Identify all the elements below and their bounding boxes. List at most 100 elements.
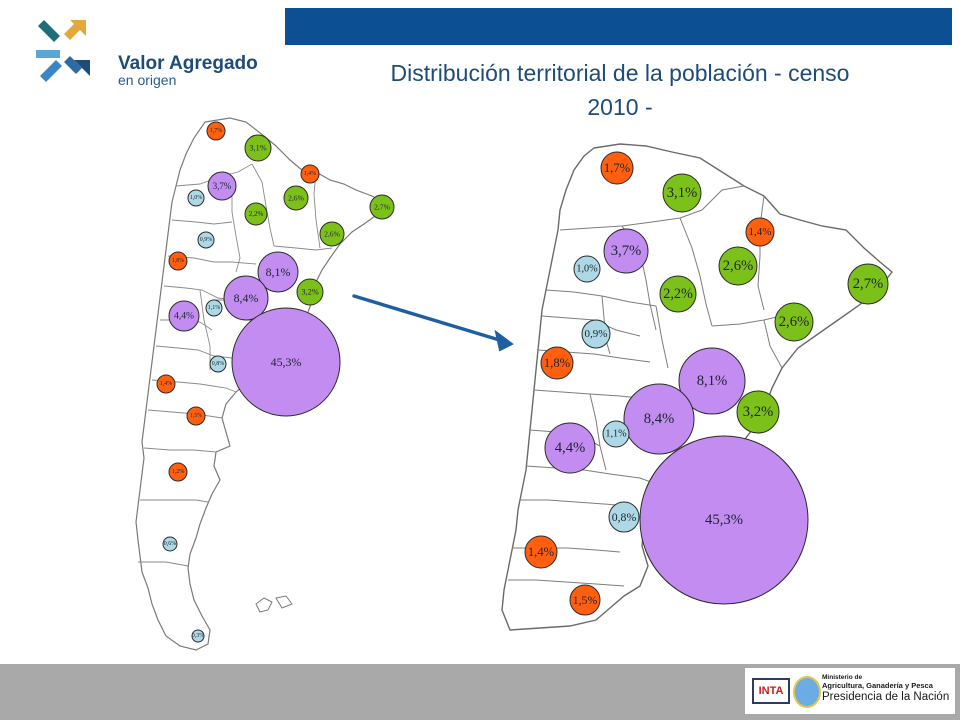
small-map-bubble-label: 2,2% xyxy=(249,210,264,218)
large-map-bubble-label: 2,7% xyxy=(853,276,884,292)
small-map-bubble-label: 1,4% xyxy=(304,171,317,177)
small-map-bubble xyxy=(186,406,206,426)
large-map-bubble xyxy=(745,217,775,247)
logo-icon xyxy=(36,20,90,82)
small-map-bubble-label: 3,7% xyxy=(213,181,232,191)
small-map-bubble xyxy=(319,221,345,247)
small-map-bubble-label: 2,7% xyxy=(374,203,390,212)
small-map-bubble xyxy=(257,251,299,293)
national-seal-icon xyxy=(793,676,821,708)
large-map-bubbles: 1,7% 3,1% 1,4% 3,7% 1,0% 2,6% 2,2% 2,7% 0,9% 2,6%… xyxy=(524,151,889,616)
large-map-bubble-label: 1,5% xyxy=(573,593,598,607)
large-map-bubble-label: 1,4% xyxy=(528,545,555,559)
large-map-bubble-label: 1,8% xyxy=(544,356,571,370)
small-map-bubble xyxy=(223,275,269,321)
small-map-bubble xyxy=(207,171,237,201)
small-map-bubble-label: 2,6% xyxy=(288,194,304,203)
logo-subtitle: en origen xyxy=(118,72,177,88)
logo-text: Valor Agregado en origen xyxy=(118,53,258,88)
small-map-bubble-label: 1,2% xyxy=(172,469,185,475)
small-map-bubble xyxy=(209,355,227,373)
small-map-bubble xyxy=(162,536,178,552)
small-map-bubble xyxy=(244,134,272,162)
large-map-bubble-label: 2,6% xyxy=(779,314,810,330)
large-map-bubble xyxy=(847,263,889,305)
arrow-icon xyxy=(352,294,514,352)
large-map-bubble-label: 2,6% xyxy=(723,258,754,274)
large-map-bubble xyxy=(659,275,697,313)
small-map-bubble xyxy=(156,374,176,394)
small-map-bubble-label: 3,2% xyxy=(301,288,318,297)
small-map-bubble xyxy=(231,307,341,417)
small-map-bubble-label: 3,1% xyxy=(249,144,266,153)
large-map-bubble xyxy=(602,420,630,448)
small-map-bubble-label: 0,9% xyxy=(200,237,213,243)
small-map-bubble xyxy=(283,185,309,211)
large-map-bubble xyxy=(524,535,558,569)
small-map-bubble xyxy=(206,121,226,141)
large-map-bubble xyxy=(774,302,814,342)
small-map-bubble-label: 0,3% xyxy=(192,633,205,639)
large-map-bubble-label: 4,4% xyxy=(555,440,586,456)
large-map-bubble xyxy=(600,151,634,185)
large-map-bubble xyxy=(603,228,649,274)
small-map-bubble-label: 8,1% xyxy=(266,265,291,279)
small-map-outline xyxy=(135,117,385,651)
large-map-bubble-label: 8,1% xyxy=(697,373,728,389)
large-map-bubble-label: 1,7% xyxy=(604,161,631,175)
title-line-2: 2010 - xyxy=(587,94,653,120)
large-map-bubble-label: 1,4% xyxy=(749,226,772,238)
small-map-bubbles: 1,7% 3,1% 1,4% 3,7% 1,0% 2,6% 2,2% 2,7% 0,9% 2,6%… xyxy=(156,121,395,643)
small-map-bubble-label: 2,6% xyxy=(324,230,340,239)
small-map-bubble xyxy=(197,231,215,249)
small-map-bubble xyxy=(296,278,324,306)
small-map-bubble-label: 1,1% xyxy=(208,305,221,311)
large-map-bubble-label: 8,4% xyxy=(644,411,675,427)
inta-logo: INTA xyxy=(752,678,790,704)
large-map-bubble xyxy=(662,173,702,213)
large-map-bubble xyxy=(678,347,746,415)
small-map-bubble-label: 4,4% xyxy=(174,311,194,322)
ministry-line-3: Presidencia de la Nación xyxy=(822,691,950,703)
small-map-bubble-label: 0,6% xyxy=(164,541,177,547)
small-map-bubble xyxy=(187,189,205,207)
large-map-bubble xyxy=(581,319,611,349)
small-map-islands xyxy=(255,595,293,613)
small-map-bubble xyxy=(168,462,188,482)
title-line-1: Distribución territorial de la población… xyxy=(390,60,850,86)
ministry-line-2: Agricultura, Ganadería y Pesca xyxy=(822,681,933,690)
ministry-line-1: Ministerio de xyxy=(822,674,863,681)
logo-name: Valor Agregado xyxy=(118,53,258,74)
small-map-bubble xyxy=(191,629,205,643)
large-map-bubble xyxy=(718,246,758,286)
large-map-bubble xyxy=(569,584,601,616)
small-map-bubble-label: 45,3% xyxy=(271,355,302,369)
large-map-bubble-label: 45,3% xyxy=(705,512,743,528)
small-map-bubble-label: 1,7% xyxy=(210,128,223,134)
large-map-bubble-label: 3,2% xyxy=(743,404,774,420)
large-map-bubble xyxy=(544,422,596,474)
large-map-bubble-label: 0,9% xyxy=(585,328,608,340)
maps-canvas: 1,7% 3,1% 1,4% 3,7% 1,0% 2,6% 2,2% 2,7% 0,9% 2,6%… xyxy=(135,117,893,651)
large-map-bubble xyxy=(608,501,640,533)
large-map-bubble xyxy=(736,390,780,434)
small-map-bubble-label: 1,0% xyxy=(190,195,203,201)
large-map-bubble-label: 0,8% xyxy=(612,510,637,524)
large-map-bubble-label: 3,1% xyxy=(667,185,698,201)
large-map-bubble xyxy=(639,435,809,605)
top-banner-bar xyxy=(285,8,952,45)
large-map-bubble xyxy=(623,383,695,455)
large-map-bubble xyxy=(540,346,574,380)
small-map-bubble-label: 1,5% xyxy=(190,413,203,419)
large-map-bubble-label: 1,0% xyxy=(576,264,598,275)
large-map-bubble xyxy=(573,255,601,283)
ministry-text: Ministerio de Agricultura, Ganadería y P… xyxy=(822,674,952,704)
page-title: Distribución territorial de la población… xyxy=(300,56,940,124)
small-map-bubble xyxy=(205,299,223,317)
large-map-bubble-label: 1,1% xyxy=(605,429,627,440)
small-map-bubble xyxy=(168,251,188,271)
large-map-bubble-label: 3,7% xyxy=(611,243,642,259)
small-map-bubble xyxy=(244,202,268,226)
large-map-bubble-label: 2,2% xyxy=(663,286,693,302)
small-map-bubble xyxy=(300,164,320,184)
